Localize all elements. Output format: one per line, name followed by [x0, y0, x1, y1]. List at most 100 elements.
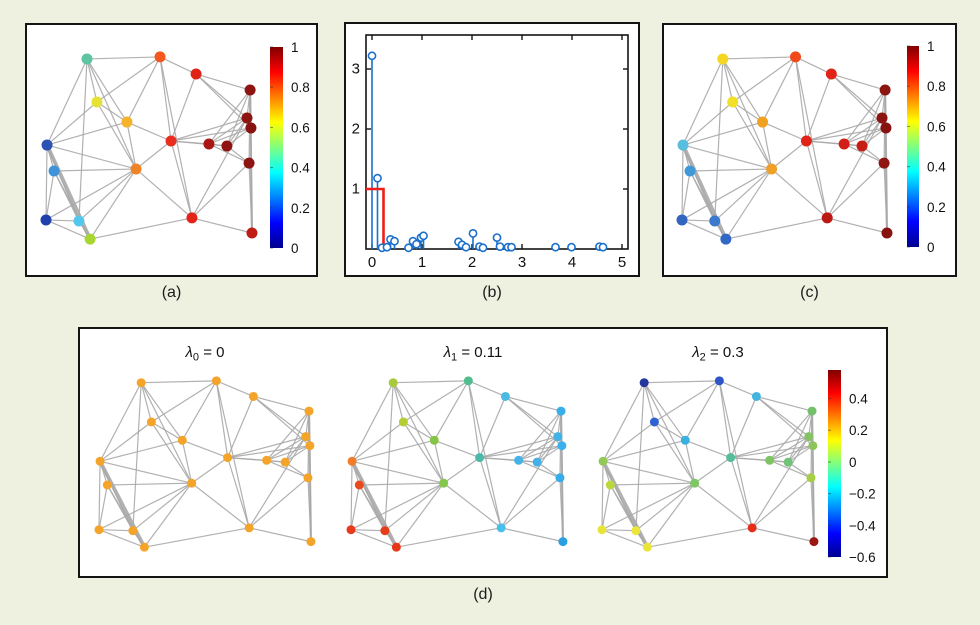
- graph-edge: [86, 58, 98, 103]
- graph-edge: [610, 482, 695, 486]
- graph-node: [717, 53, 729, 65]
- graph-edge: [843, 127, 887, 145]
- graph-edge: [681, 144, 728, 240]
- graph-edge: [467, 380, 502, 528]
- graph-edge: [433, 380, 469, 441]
- graph-edge: [248, 477, 309, 529]
- graph-edge: [54, 168, 137, 172]
- colorbar-tick-label: 0: [849, 455, 857, 470]
- graph-edge: [226, 89, 251, 147]
- graph-edge: [191, 217, 253, 234]
- graph-edge: [434, 439, 480, 459]
- graph-node: [496, 523, 506, 533]
- graph-edge: [479, 396, 506, 458]
- graph-node: [128, 526, 138, 536]
- graph-node: [684, 165, 696, 177]
- graph-edge: [654, 380, 720, 423]
- graph-edge: [682, 144, 772, 170]
- graph-node: [821, 212, 833, 224]
- graph-node: [139, 542, 149, 552]
- graph-edge: [861, 117, 883, 147]
- graph-node: [306, 537, 316, 547]
- graph-edge: [787, 436, 810, 463]
- graph-node: [347, 456, 357, 466]
- graph-node: [245, 122, 257, 134]
- graph-node: [380, 526, 390, 536]
- graph-edge: [284, 410, 310, 463]
- graph-edge: [722, 58, 773, 170]
- graph-edge: [787, 445, 814, 463]
- graph-node: [714, 376, 724, 386]
- graph-node: [190, 68, 202, 80]
- graph-edge: [694, 457, 731, 484]
- graph-edge: [684, 380, 720, 441]
- graph-edge: [384, 382, 394, 531]
- graph-edge: [479, 436, 558, 459]
- graph-node: [223, 453, 233, 463]
- graph-edge: [769, 436, 810, 461]
- graph-node: [280, 457, 290, 467]
- graph-edge: [132, 482, 193, 532]
- graph-edge: [644, 380, 720, 384]
- graph-edge: [681, 145, 684, 220]
- graph-edge: [732, 101, 773, 170]
- graph-network: [676, 51, 893, 245]
- eigenvector-triptych-svg: λ0 = 0 λ1 = 0.11 λ2 = 0.3 0.4 0.2 0 −0.2 −0.4 −0…: [94, 344, 876, 565]
- stem-marker: [468, 228, 478, 238]
- graph-edge: [831, 73, 886, 91]
- graph-edge: [126, 121, 172, 142]
- graph-edge: [132, 382, 142, 531]
- graph-edge: [653, 421, 696, 484]
- y-axis-tick-label: 1: [352, 181, 360, 198]
- graph-edge: [433, 440, 445, 484]
- graph-node: [73, 215, 85, 227]
- graph-edge: [794, 56, 828, 219]
- graph-edge: [500, 436, 559, 529]
- graph-edge: [266, 459, 309, 479]
- graph-node: [346, 525, 356, 535]
- graph-edge: [170, 140, 193, 219]
- graph-network: [346, 376, 568, 552]
- graph-edge: [500, 477, 561, 529]
- graph-edge: [208, 117, 248, 145]
- x-axis-tick-label: 0: [368, 254, 376, 271]
- graph-edge: [191, 482, 250, 529]
- graph-node: [439, 478, 449, 488]
- graph-edge: [395, 482, 445, 548]
- graph-edge: [805, 73, 832, 142]
- graph-edge: [403, 421, 435, 441]
- graph-node: [241, 112, 253, 124]
- graph-node: [81, 53, 93, 65]
- graph-edge: [843, 117, 883, 145]
- graph-node: [808, 441, 818, 451]
- stem-marker: [478, 243, 488, 253]
- graph-edge: [681, 168, 772, 221]
- graph-node: [558, 537, 568, 547]
- stem-marker: [367, 51, 377, 61]
- graph-node: [757, 116, 769, 128]
- graph-node: [876, 112, 888, 124]
- graph-edge: [601, 461, 604, 530]
- graph-edge: [216, 380, 254, 398]
- graph-node: [244, 523, 254, 533]
- graph-edge: [45, 219, 91, 240]
- colorbar: [907, 46, 919, 247]
- graph-edge: [769, 459, 812, 479]
- panel-d-caption: (d): [473, 586, 493, 603]
- graph-edge: [249, 527, 312, 543]
- graph-node: [301, 432, 311, 442]
- graph-edge: [843, 89, 886, 145]
- graph-node: [881, 227, 893, 239]
- graph-edge: [635, 382, 645, 531]
- graph-edge: [536, 410, 562, 463]
- graph-edge: [602, 421, 655, 462]
- graph-edge: [140, 382, 183, 441]
- graph-node: [244, 84, 256, 96]
- graph-edge: [654, 421, 686, 441]
- graph-node: [354, 480, 364, 490]
- graph-edge: [730, 436, 809, 459]
- colorbar: [270, 47, 283, 248]
- graph-signal-c-svg: 1 0.8 0.6 0.4 0.2 0: [676, 39, 946, 255]
- stem-marker: [419, 231, 428, 241]
